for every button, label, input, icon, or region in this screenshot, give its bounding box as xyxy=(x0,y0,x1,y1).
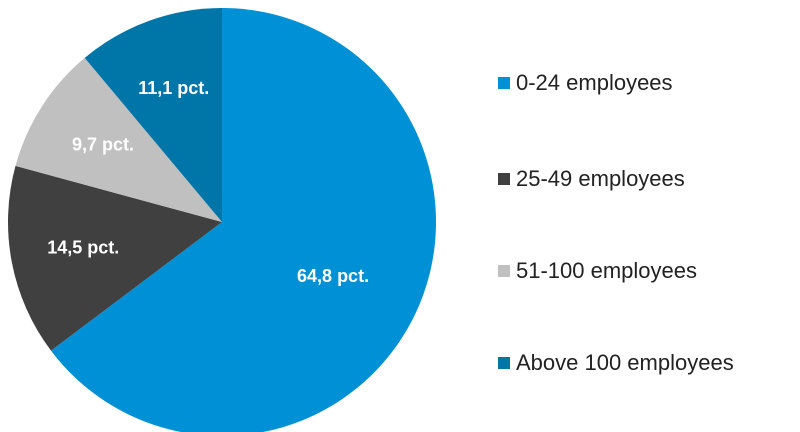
legend-item-25-49: 25-49 employees xyxy=(498,166,685,192)
slice-above-100 xyxy=(84,8,223,222)
slice-25-49 xyxy=(7,165,222,351)
legend-swatch-0-24 xyxy=(498,77,510,89)
slice-51-100 xyxy=(15,57,222,223)
legend-label-0-24: 0-24 employees xyxy=(516,70,673,95)
legend-label-25-49: 25-49 employees xyxy=(516,166,685,191)
slice-0-24 xyxy=(50,8,436,432)
data-label-25-49: 14,5 pct. xyxy=(47,237,119,257)
legend-swatch-51-100 xyxy=(498,265,510,277)
chart-legend: 0-24 employees 25-49 employees 51-100 em… xyxy=(498,0,798,432)
data-label-above-100: 11,1 pct. xyxy=(138,78,209,98)
legend-label-above-100: Above 100 employees xyxy=(516,350,734,375)
data-label-51-100: 9,7 pct. xyxy=(72,135,134,155)
legend-label-51-100: 51-100 employees xyxy=(516,258,698,283)
data-label-0-24: 64,8 pct. xyxy=(297,266,369,286)
legend-swatch-25-49 xyxy=(498,173,510,185)
legend-item-above-100: Above 100 employees xyxy=(498,350,734,376)
legend-item-51-100: 51-100 employees xyxy=(498,258,697,284)
legend-swatch-above-100 xyxy=(498,357,510,369)
legend-item-0-24: 0-24 employees xyxy=(498,70,673,96)
